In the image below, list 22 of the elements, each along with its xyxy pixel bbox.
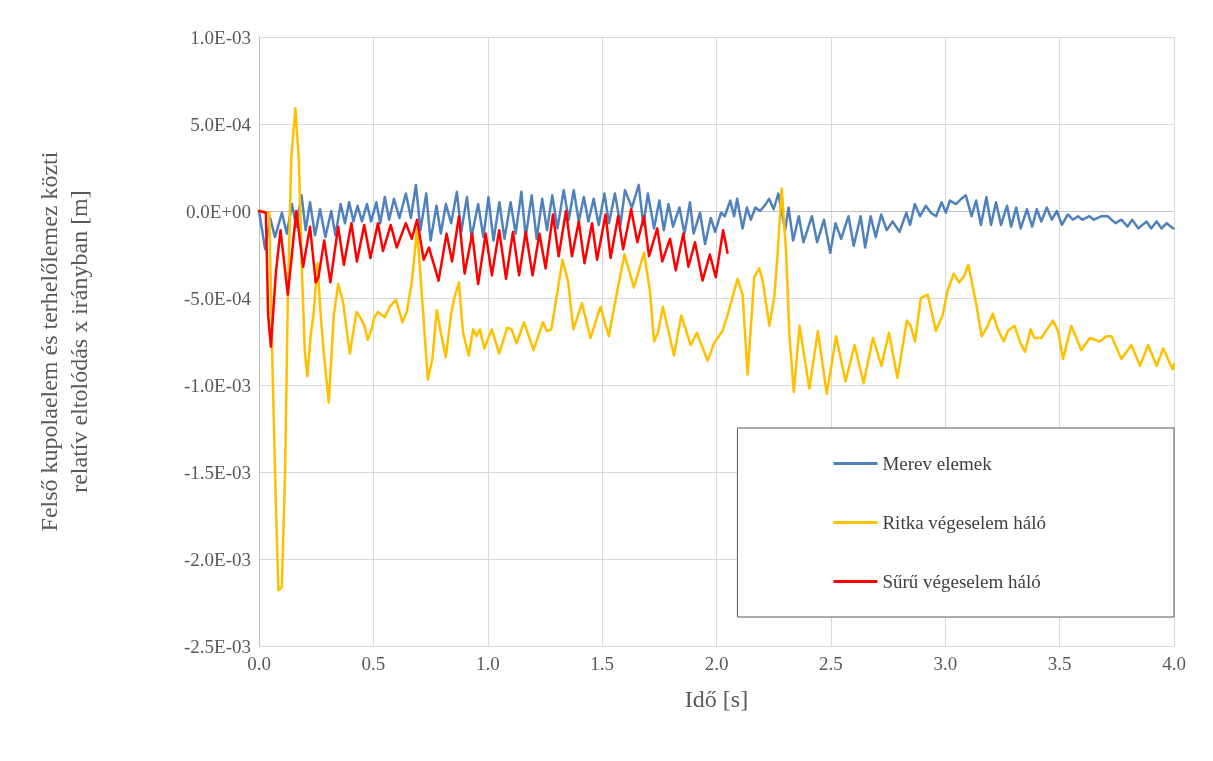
- y-tick-label: -5.0E-04: [183, 287, 252, 309]
- y-tick-label: 5.0E-04: [190, 113, 252, 135]
- legend-label: Sűrű végeselem háló: [882, 571, 1041, 592]
- y-tick-label: 0.0E+00: [185, 200, 251, 222]
- y-tick-label: 1.0E-03: [190, 26, 251, 48]
- x-tick-label: 4.0: [1162, 653, 1186, 674]
- legend-label: Merev elemek: [882, 453, 993, 474]
- y-tick-label: -2.0E-03: [183, 548, 251, 570]
- y-tick-label: -1.0E-03: [183, 374, 251, 396]
- x-tick-label: 3.0: [933, 653, 958, 674]
- x-tick-label: 3.5: [1047, 653, 1072, 674]
- x-tick-label: 0.5: [361, 653, 386, 674]
- legend-label: Ritka végeselem háló: [882, 512, 1046, 533]
- x-tick-label: 2.0: [704, 653, 729, 674]
- y-axis-title: Felső kupolaelem és terhelőlemez közti relatív eltolódás x irányban [m]: [36, 151, 92, 532]
- x-tick-label: 1.5: [590, 653, 614, 674]
- line-series: [257, 208, 729, 348]
- x-tick-label: 2.5: [819, 653, 843, 674]
- line-series: [257, 183, 1175, 255]
- x-tick-label: 1.0: [475, 653, 500, 674]
- x-axis-title: Idő [s]: [684, 686, 749, 712]
- y-tick-label: -1.5E-03: [183, 461, 251, 483]
